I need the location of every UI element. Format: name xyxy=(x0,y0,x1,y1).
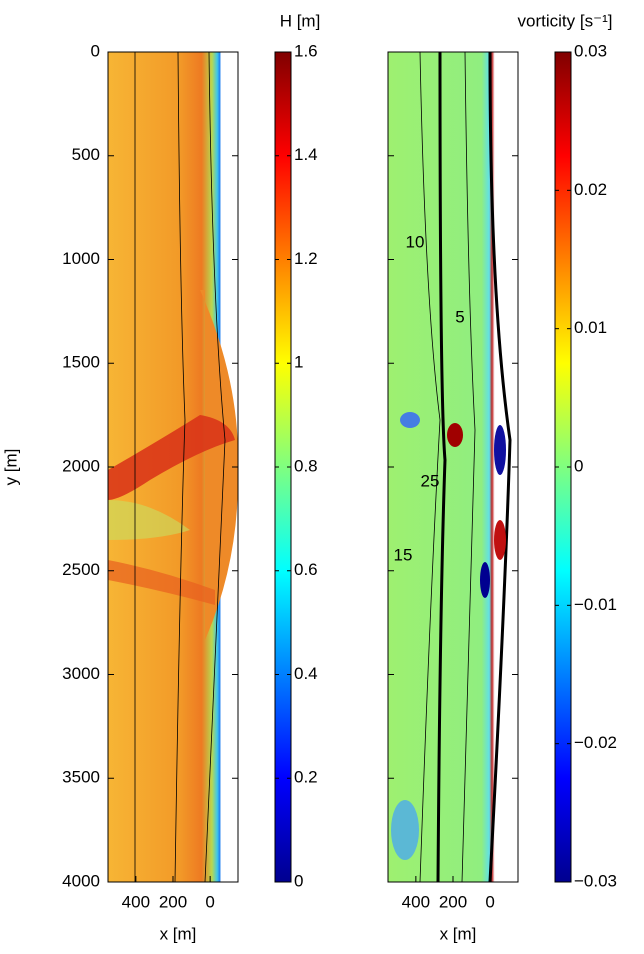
y-tick-label: 2500 xyxy=(62,560,100,579)
colorbar-tick-label: 0.03 xyxy=(574,41,607,60)
colorbar-tick-label: −0.03 xyxy=(574,871,617,890)
x-tick-label: 400 xyxy=(122,892,150,911)
colorbar-label: H [m] xyxy=(280,11,321,30)
colorbar-label: vorticity [s⁻¹] xyxy=(518,11,613,30)
x-tick-label: 400 xyxy=(402,892,430,911)
y-tick-label: 3000 xyxy=(62,664,100,683)
y-axis-label: y [m] xyxy=(1,449,20,486)
contour-label: 15 xyxy=(394,545,413,564)
contour-label: 10 xyxy=(406,232,425,251)
colorbar-tick-label: 0.2 xyxy=(294,768,318,787)
colorbar-tick-label: −0.02 xyxy=(574,733,617,752)
contour-label: 25 xyxy=(421,471,440,490)
y-tick-label: 500 xyxy=(72,145,100,164)
x-tick-label: 200 xyxy=(439,892,467,911)
colorbar-tick-label: 1.2 xyxy=(294,249,318,268)
colorbar-tick-label: 0 xyxy=(574,456,583,475)
colorbar-tick-label: −0.01 xyxy=(574,595,617,614)
y-tick-label: 1000 xyxy=(62,249,100,268)
field-left xyxy=(108,51,239,883)
contour-label: 5 xyxy=(455,307,464,326)
y-tick-label: 4000 xyxy=(62,871,100,890)
colorbar-tick-label: 0.8 xyxy=(294,456,318,475)
x-tick-label: 0 xyxy=(205,892,214,911)
y-tick-label: 0 xyxy=(91,41,100,60)
colorbar-tick-label: 1.6 xyxy=(294,41,318,60)
y-tick-label: 3500 xyxy=(62,768,100,787)
x-tick-label: 0 xyxy=(485,892,494,911)
colorbar-tick-label: 1.4 xyxy=(294,145,318,164)
field-right xyxy=(388,51,518,883)
y-tick-label: 2000 xyxy=(62,456,100,475)
colorbar-tick-label: 0.4 xyxy=(294,664,318,683)
x-tick-label: 200 xyxy=(159,892,187,911)
colorbar-tick-label: 0 xyxy=(294,871,303,890)
colorbar-tick-label: 0.01 xyxy=(574,318,607,337)
colorbar-tick-label: 0.6 xyxy=(294,560,318,579)
colorbar-tick-label: 1 xyxy=(294,353,303,372)
x-axis-label: x [m] xyxy=(440,924,477,943)
y-tick-label: 1500 xyxy=(62,353,100,372)
colorbar-tick-label: 0.02 xyxy=(574,180,607,199)
x-axis-label: x [m] xyxy=(160,924,197,943)
